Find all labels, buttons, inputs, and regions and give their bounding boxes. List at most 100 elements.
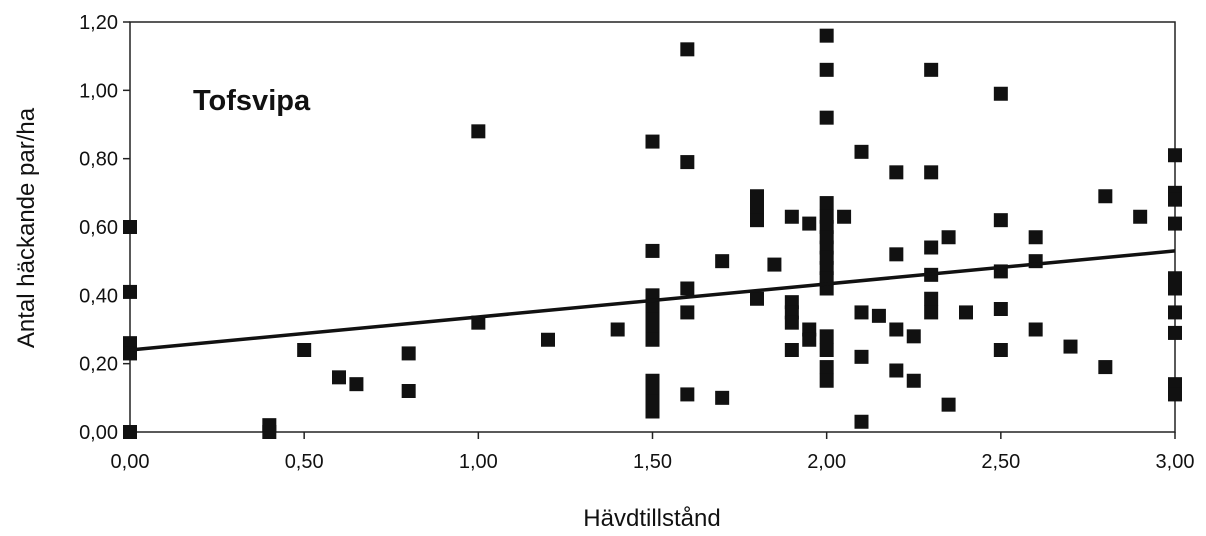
y-tick-label: 0,80 (79, 149, 118, 171)
data-point (1168, 192, 1182, 207)
y-tick-label: 1,20 (79, 12, 118, 34)
data-point (680, 281, 695, 296)
data-point (819, 196, 834, 211)
data-point (123, 220, 137, 234)
data-point (715, 390, 730, 405)
data-point (802, 332, 817, 347)
chart-annotation: Tofsvipa (193, 85, 311, 117)
data-point (1098, 360, 1113, 375)
y-axis-title: Antal häckande par/ha (13, 107, 40, 348)
data-point (837, 209, 852, 224)
data-point (802, 216, 817, 231)
data-point (819, 329, 834, 344)
data-point (645, 404, 660, 419)
x-tick-label: 1,50 (633, 451, 672, 473)
data-point (819, 110, 834, 125)
data-point (784, 209, 799, 224)
data-point (784, 315, 799, 330)
data-point (750, 291, 764, 306)
data-point (941, 230, 956, 245)
data-point (819, 343, 834, 357)
data-point (680, 387, 695, 402)
data-point (750, 199, 764, 214)
data-point (123, 284, 137, 299)
data-point (889, 165, 904, 180)
x-tick-label: 2,00 (807, 451, 846, 473)
y-tick-label: 0,40 (79, 285, 118, 307)
data-point (1168, 325, 1182, 340)
y-tick-label: 0,00 (79, 422, 118, 444)
data-point (680, 305, 695, 320)
data-point (680, 155, 695, 170)
x-tick-label: 2,50 (981, 451, 1020, 473)
data-point (1168, 387, 1182, 402)
data-point (871, 308, 886, 323)
data-point (924, 291, 939, 306)
data-point (471, 124, 486, 139)
data-point (889, 322, 904, 337)
data-point (750, 213, 764, 228)
trend-line (129, 249, 1176, 352)
data-point (610, 322, 625, 337)
data-point (906, 373, 921, 388)
data-point (889, 363, 904, 378)
x-axis-title: Hävdtillstånd (583, 505, 720, 532)
plot-area-frame (129, 21, 1176, 433)
data-point (784, 343, 799, 357)
data-point (854, 349, 869, 364)
data-point (645, 243, 660, 258)
data-point (401, 384, 416, 398)
data-point (1168, 216, 1182, 231)
x-axis-ticks: 0,00 0,50 1,00 1,50 2,00 2,50 3,00 (111, 432, 1195, 473)
data-point (680, 42, 695, 57)
data-point (1098, 189, 1113, 204)
data-point (541, 332, 555, 347)
data-point (993, 343, 1008, 357)
data-point (1168, 281, 1182, 296)
data-point (993, 86, 1008, 101)
data-point (645, 134, 660, 149)
data-point (123, 425, 137, 439)
y-axis-ticks: 0,00 0,20 0,40 0,60 0,80 1,00 1,20 (79, 12, 130, 444)
data-point (819, 360, 834, 375)
data-point (993, 213, 1008, 228)
y-tick-label: 0,20 (79, 354, 118, 376)
data-point (854, 414, 869, 429)
data-point (767, 257, 782, 272)
data-point (854, 305, 869, 320)
data-point (959, 305, 973, 320)
data-point (819, 373, 834, 388)
data-point (854, 144, 869, 159)
y-tick-label: 1,00 (79, 80, 118, 102)
data-point (924, 165, 939, 180)
x-tick-label: 0,00 (111, 451, 150, 473)
data-point (906, 329, 921, 344)
data-point (924, 240, 939, 255)
data-point (889, 247, 904, 262)
data-point (645, 332, 660, 347)
data-point (715, 254, 730, 269)
x-tick-label: 1,00 (459, 451, 498, 473)
data-point (819, 28, 834, 43)
data-point (1028, 322, 1043, 337)
data-point (262, 425, 277, 439)
data-point (471, 315, 486, 330)
data-point (924, 62, 939, 77)
data-point (819, 62, 834, 77)
data-point (1168, 148, 1182, 163)
data-point (1063, 339, 1078, 354)
data-point (993, 302, 1008, 316)
x-tick-label: 0,50 (285, 451, 324, 473)
x-tick-label: 3,00 (1156, 451, 1195, 473)
y-tick-label: 0,60 (79, 217, 118, 239)
data-point (401, 346, 416, 361)
data-point (924, 305, 939, 320)
data-point (349, 377, 364, 392)
data-point (332, 370, 346, 385)
data-point (1133, 209, 1148, 224)
data-point (297, 343, 312, 357)
data-point (1168, 305, 1182, 320)
data-point (941, 397, 956, 412)
data-point (1028, 230, 1043, 245)
